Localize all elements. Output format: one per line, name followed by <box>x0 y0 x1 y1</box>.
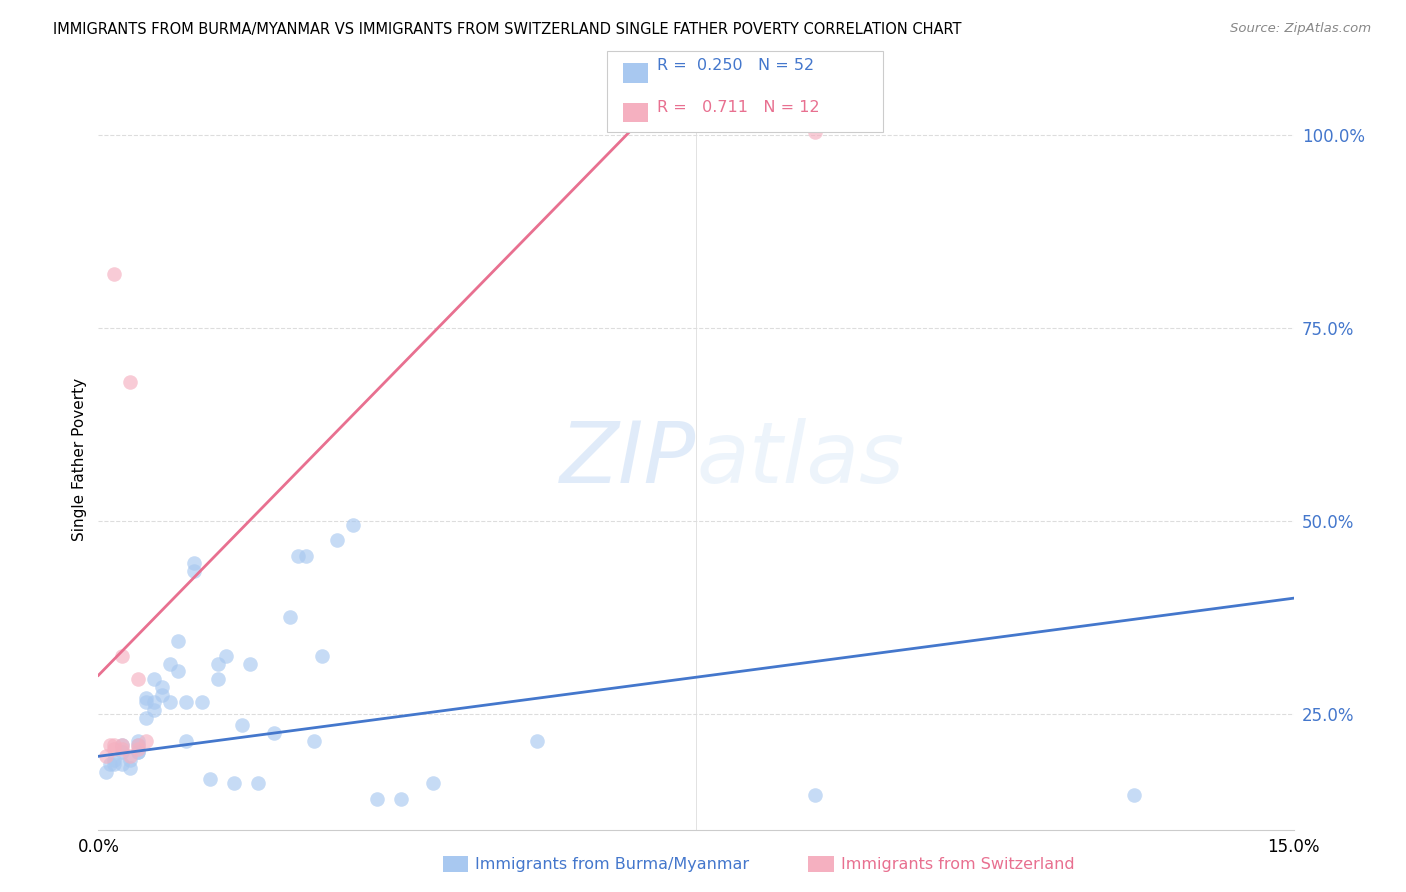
Point <box>278 610 301 624</box>
Point <box>111 741 134 756</box>
Point <box>111 738 134 752</box>
Text: IMMIGRANTS FROM BURMA/MYANMAR VS IMMIGRANTS FROM SWITZERLAND SINGLE FATHER POVER: IMMIGRANTS FROM BURMA/MYANMAR VS IMMIGRA… <box>53 22 962 37</box>
Point <box>1123 788 1146 802</box>
Point <box>111 757 134 772</box>
Point <box>366 791 388 805</box>
Point <box>111 746 134 760</box>
Text: Immigrants from Burma/Myanmar: Immigrants from Burma/Myanmar <box>475 857 749 871</box>
Point <box>294 549 316 563</box>
Point <box>342 517 364 532</box>
Point <box>103 738 125 752</box>
Y-axis label: Single Father Poverty: Single Father Poverty <box>72 378 87 541</box>
Point <box>239 657 262 671</box>
Point <box>174 695 197 709</box>
Point <box>222 776 245 790</box>
Point <box>111 648 134 663</box>
Point <box>127 734 149 748</box>
Text: Source: ZipAtlas.com: Source: ZipAtlas.com <box>1230 22 1371 36</box>
Point <box>103 753 125 767</box>
Point <box>96 749 118 764</box>
Point <box>135 695 157 709</box>
Point <box>120 749 142 764</box>
Point <box>167 665 190 679</box>
Point <box>103 268 125 282</box>
Point <box>96 764 118 779</box>
Point <box>167 633 190 648</box>
Point <box>183 564 205 578</box>
Point <box>804 788 827 802</box>
Point <box>111 738 134 752</box>
Point <box>389 791 412 805</box>
Point <box>311 648 333 663</box>
Point <box>198 772 221 787</box>
Point <box>98 757 122 772</box>
Text: R =   0.711   N = 12: R = 0.711 N = 12 <box>657 100 820 115</box>
Point <box>127 738 149 752</box>
Point <box>103 741 125 756</box>
Point <box>143 703 166 717</box>
Point <box>120 753 142 767</box>
Point <box>120 376 142 390</box>
Point <box>215 648 238 663</box>
Point <box>526 734 548 748</box>
Point <box>326 533 349 548</box>
Point <box>103 757 125 772</box>
Point <box>143 672 166 686</box>
Point <box>159 657 181 671</box>
Point <box>287 549 309 563</box>
Point <box>159 695 181 709</box>
Point <box>302 734 325 748</box>
Point <box>135 711 157 725</box>
Point <box>804 125 827 139</box>
Point <box>150 688 173 702</box>
Point <box>127 741 149 756</box>
Point <box>135 734 157 748</box>
Text: atlas: atlas <box>696 417 904 501</box>
Text: ZIP: ZIP <box>560 417 696 501</box>
Point <box>231 718 253 732</box>
Point <box>246 776 269 790</box>
Point <box>183 557 205 571</box>
Point <box>422 776 444 790</box>
Point <box>174 734 197 748</box>
Point <box>207 657 229 671</box>
Point <box>263 726 285 740</box>
Point <box>127 746 149 760</box>
Point <box>207 672 229 686</box>
Point <box>135 691 157 706</box>
Text: Immigrants from Switzerland: Immigrants from Switzerland <box>841 857 1074 871</box>
Text: R =  0.250   N = 52: R = 0.250 N = 52 <box>657 59 814 73</box>
Point <box>127 672 149 686</box>
Point <box>150 680 173 694</box>
Point <box>127 746 149 760</box>
Point <box>191 695 214 709</box>
Point <box>143 695 166 709</box>
Point <box>127 738 149 752</box>
Point <box>98 738 122 752</box>
Point <box>120 761 142 775</box>
